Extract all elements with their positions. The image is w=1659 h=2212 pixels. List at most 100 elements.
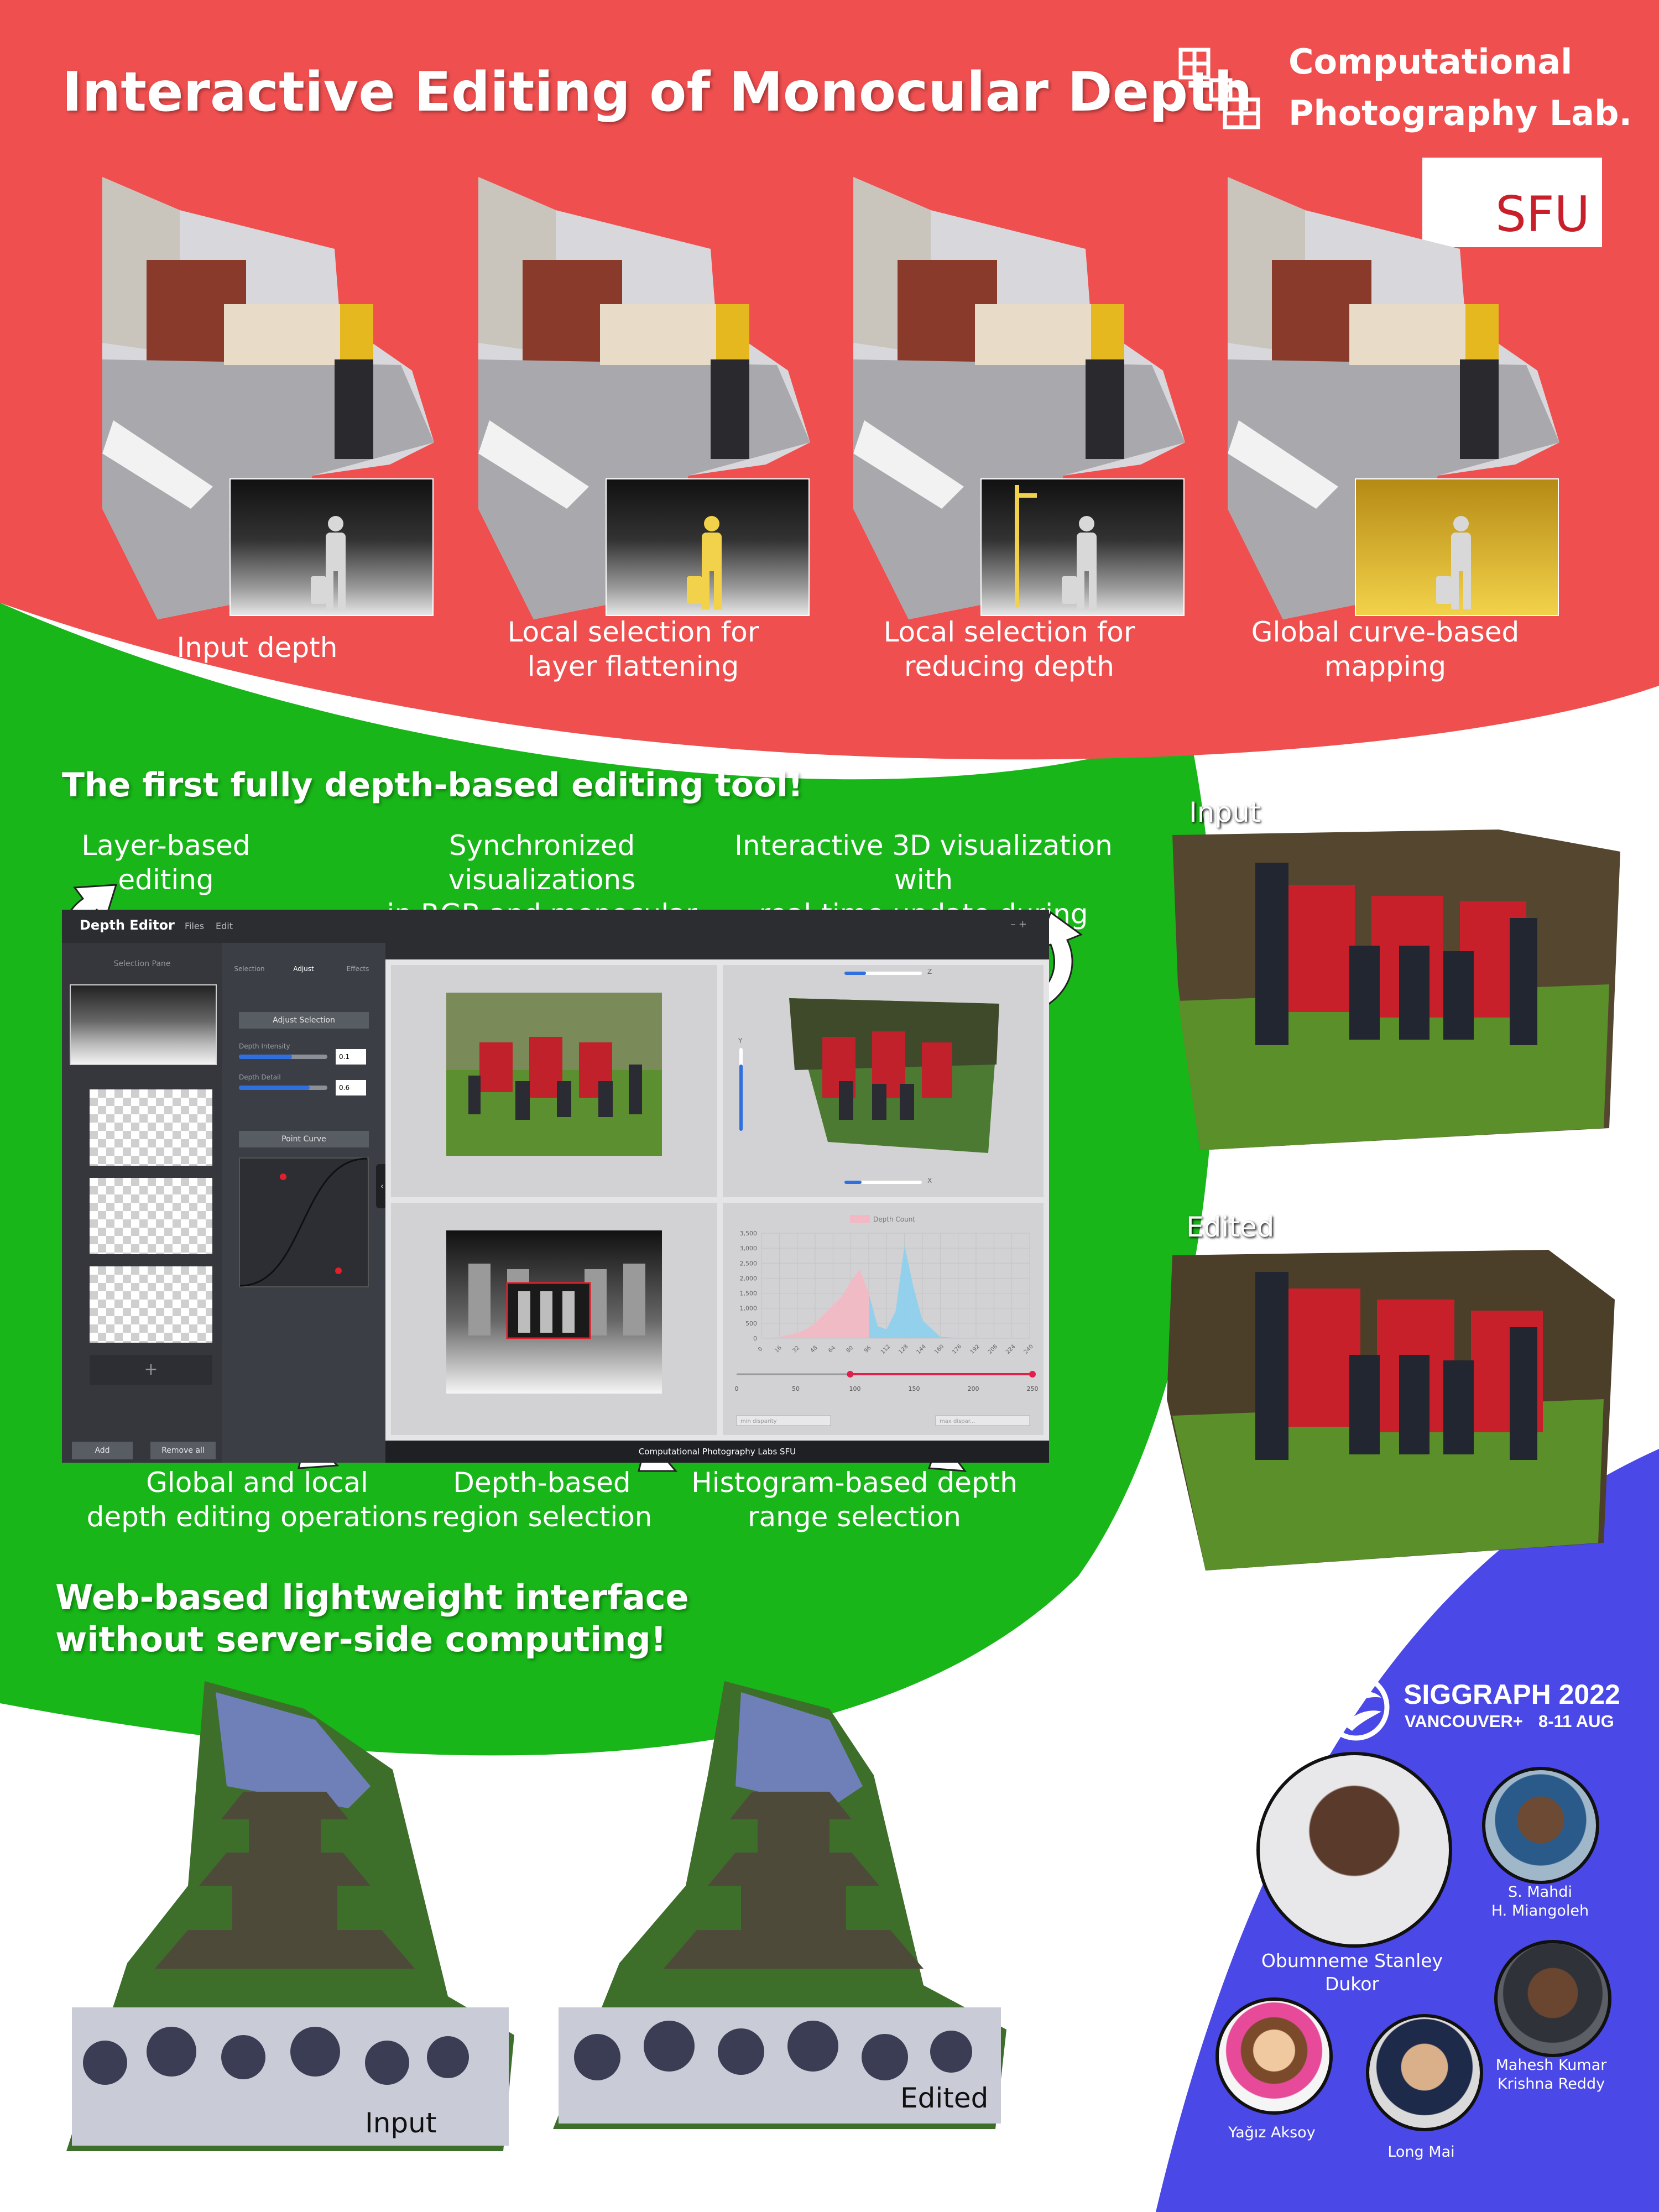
- author-name-line: Dukor: [1324, 1973, 1380, 1995]
- visualization-area: Z Y X Depth Count 0 500 1,000 1,5: [385, 959, 1049, 1441]
- selection-pane-title: Selection Pane: [113, 959, 171, 968]
- caption-line: reducing depth: [904, 650, 1114, 682]
- pagoda-edited-label: Edited: [900, 2082, 989, 2114]
- sfu-edited-label: Edited: [1186, 1211, 1275, 1243]
- histogram-area-selected: [869, 1245, 1030, 1338]
- x-tick-label: 144: [916, 1344, 927, 1355]
- x-tick-label: 224: [1005, 1344, 1016, 1355]
- layer-thumb-people[interactable]: [90, 1089, 212, 1166]
- depth-histogram[interactable]: Depth Count05001,0001,5002,0002,5003,000…: [723, 1203, 1044, 1435]
- y-tick-label: 2,000: [740, 1275, 758, 1282]
- x-tick-label: 80: [846, 1345, 855, 1354]
- adjust-pane: Selection Adjust Effects Adjust Selectio…: [222, 943, 388, 1463]
- author-name-line: Krishna Reddy: [1497, 2075, 1605, 2093]
- avatar: [1494, 1940, 1611, 2057]
- avatar: [1366, 2014, 1483, 2131]
- label-line: Synchronized visualizations: [448, 830, 636, 896]
- author-name-line: Obumneme Stanley: [1261, 1950, 1443, 1971]
- person-silhouette-icon: [1436, 516, 1471, 609]
- slider-x[interactable]: [844, 1181, 922, 1184]
- slider-z[interactable]: [844, 972, 922, 975]
- caption-line: Global curve-based: [1251, 616, 1520, 648]
- author-name: Long Mai: [1338, 2143, 1504, 2162]
- person-silhouette-icon: [311, 516, 346, 609]
- conference-dates: 8-11 AUG: [1538, 1712, 1614, 1731]
- y-tick-label: 3,000: [740, 1245, 758, 1252]
- tab-effects[interactable]: Effects: [346, 965, 369, 973]
- label-line: region selection: [431, 1501, 653, 1533]
- caption-line: Input depth: [176, 632, 338, 664]
- depth-map-thumbnail: [229, 478, 434, 616]
- conference-location: VANCOUVER+: [1405, 1712, 1523, 1731]
- label-line: Layer-based: [81, 830, 251, 862]
- rgb-image[interactable]: [446, 993, 662, 1156]
- author-name-line: Yağız Aksoy: [1228, 2124, 1316, 2141]
- label-line: Depth-based: [453, 1467, 631, 1499]
- legend-label: Depth Count: [873, 1215, 915, 1223]
- slider-x-label: X: [927, 1177, 932, 1185]
- adjust-selection-button[interactable]: Adjust Selection: [239, 1012, 369, 1029]
- avatar: [1215, 1997, 1333, 2115]
- y-tick-label: 1,500: [740, 1290, 758, 1297]
- sfu-input-label: Input: [1189, 796, 1261, 828]
- conference-name: SIGGRAPH 2022: [1404, 1679, 1620, 1710]
- lab-name-line1: Computational: [1288, 41, 1573, 82]
- lab-logo-icon: [1178, 48, 1260, 129]
- author-name: Obumneme Stanley Dukor: [1233, 1949, 1471, 1996]
- pagoda-edited-mesh: [553, 1681, 1006, 2129]
- collapse-handle[interactable]: ‹: [376, 1164, 388, 1208]
- layer-thumb-letters[interactable]: [90, 1178, 212, 1254]
- person-silhouette-icon: [1015, 485, 1097, 609]
- x-tick-label: 48: [810, 1345, 819, 1354]
- curve-point: [335, 1267, 342, 1274]
- depth-image[interactable]: [446, 1230, 662, 1394]
- author-name: Yağız Aksoy: [1189, 2124, 1355, 2142]
- x-tick-label: 16: [774, 1345, 783, 1354]
- depth-map-thumbnail: [1355, 478, 1559, 616]
- curve-line: [239, 1157, 368, 1287]
- poster-title: Interactive Editing of Monocular Depth: [62, 61, 1253, 124]
- window-controls[interactable]: – +: [1010, 919, 1027, 930]
- selection-pane: Selection Pane + Add Remove all: [62, 943, 222, 1463]
- remove-all-button[interactable]: Remove all: [150, 1442, 216, 1459]
- sfu-logo-text: SFU: [1495, 186, 1590, 243]
- point-curve-button[interactable]: Point Curve: [239, 1131, 369, 1147]
- author-name-line: Long Mai: [1387, 2143, 1455, 2161]
- tab-selection[interactable]: Selection: [234, 965, 265, 973]
- bottom-heading-line1: Web-based lightweight interface: [55, 1577, 689, 1618]
- caption-line: layer flattening: [527, 650, 739, 682]
- bottom-heading-line2: without server-side computing!: [55, 1619, 666, 1660]
- author-name-line: H. Miangoleh: [1491, 1902, 1589, 1919]
- sfu-logo: SFU: [1422, 158, 1602, 247]
- author-name-line: S. Mahdi: [1508, 1884, 1572, 1901]
- depth-detail-fill: [239, 1086, 310, 1090]
- add-button[interactable]: Add: [72, 1442, 133, 1459]
- depth-intensity-value[interactable]: 0.1: [336, 1049, 366, 1065]
- depth-detail-slider[interactable]: [239, 1086, 327, 1090]
- label-line: Histogram-based depth: [691, 1467, 1018, 1499]
- caption-line: mapping: [1324, 650, 1447, 682]
- slider-tick-label: 0: [735, 1385, 739, 1392]
- add-layer-button[interactable]: +: [90, 1355, 212, 1385]
- depth-map-thumbnail: [980, 478, 1185, 616]
- depth-intensity-slider[interactable]: [239, 1055, 327, 1059]
- slider-y[interactable]: [739, 1048, 743, 1131]
- menu-files[interactable]: Files: [185, 921, 205, 931]
- label-region-selection: Depth-based region selection: [409, 1465, 675, 1534]
- y-tick-label: 0: [753, 1335, 757, 1342]
- max-disparity-field: [935, 1415, 1030, 1426]
- depth-detail-value[interactable]: 0.6: [336, 1080, 366, 1095]
- app-title: Depth Editor: [80, 917, 175, 933]
- layer-thumb-tree[interactable]: [90, 1266, 212, 1343]
- avatar: [1256, 1752, 1452, 1948]
- x-tick-label: 96: [863, 1345, 873, 1354]
- layer-thumb-base[interactable]: [70, 984, 217, 1065]
- point-curve-editor[interactable]: [239, 1157, 369, 1287]
- tab-adjust[interactable]: Adjust: [293, 965, 314, 973]
- sfu-edited-mesh: [1167, 1250, 1615, 1571]
- menu-edit[interactable]: Edit: [216, 921, 233, 931]
- y-tick-label: 1,000: [740, 1305, 758, 1312]
- label-line: Interactive 3D visualization with: [734, 830, 1113, 896]
- siggraph-logo-icon: [1322, 1673, 1390, 1741]
- 3d-mesh-view[interactable]: [778, 987, 1010, 1170]
